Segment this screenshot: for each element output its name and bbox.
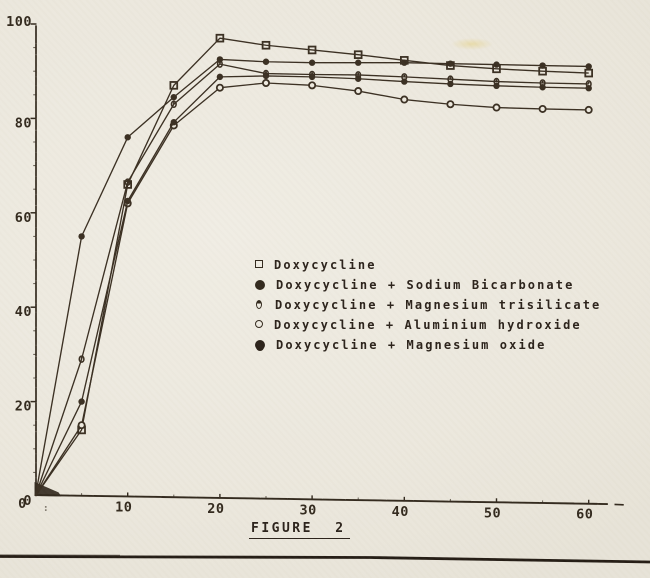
legend-label: Doxycycline + Magnesium oxide [276,338,547,352]
open-circle-marker-icon [255,320,263,328]
svg-text::: : [43,503,50,514]
chart-legend: Doxycycline Doxycycline + Sodium Bicarbo… [255,256,601,356]
svg-text:0: 0 [18,496,27,512]
half-open-circle-marker-icon [256,300,262,309]
legend-item: Doxycycline [255,256,601,276]
svg-text:50: 50 [484,505,501,521]
legend-label: Doxycycline + Magnesium trisilicate [275,298,602,312]
svg-text:40: 40 [392,504,409,520]
legend-item: Doxycycline + Magnesium trisilicate [255,296,601,316]
figure-caption: FIGURE 2 [249,521,350,539]
svg-text:10: 10 [115,499,132,515]
svg-text:60: 60 [576,507,593,523]
filled-circle-marker-icon [255,280,265,290]
legend-label: Doxycycline + Sodium Bicarbonate [276,278,575,292]
legend-item: Doxycycline + Aluminium hydroxide [255,316,601,336]
svg-text:100: 100 [6,14,32,30]
svg-text:20: 20 [15,399,32,415]
open-square-marker-icon [255,260,263,268]
svg-text:60: 60 [15,210,32,226]
legend-label: Doxycycline [274,258,377,272]
legend-item: Doxycycline + Sodium Bicarbonate [255,276,601,296]
svg-text:40: 40 [15,304,32,320]
legend-label: Doxycycline + Aluminium hydroxide [274,318,582,332]
svg-text:80: 80 [15,115,32,131]
legend-item: Doxycycline + Magnesium oxide [255,336,601,356]
svg-text:20: 20 [207,501,224,517]
svg-text:30: 30 [299,502,316,518]
svg-text:0: 0 [23,493,32,509]
filled-dot-marker-icon [255,340,265,350]
